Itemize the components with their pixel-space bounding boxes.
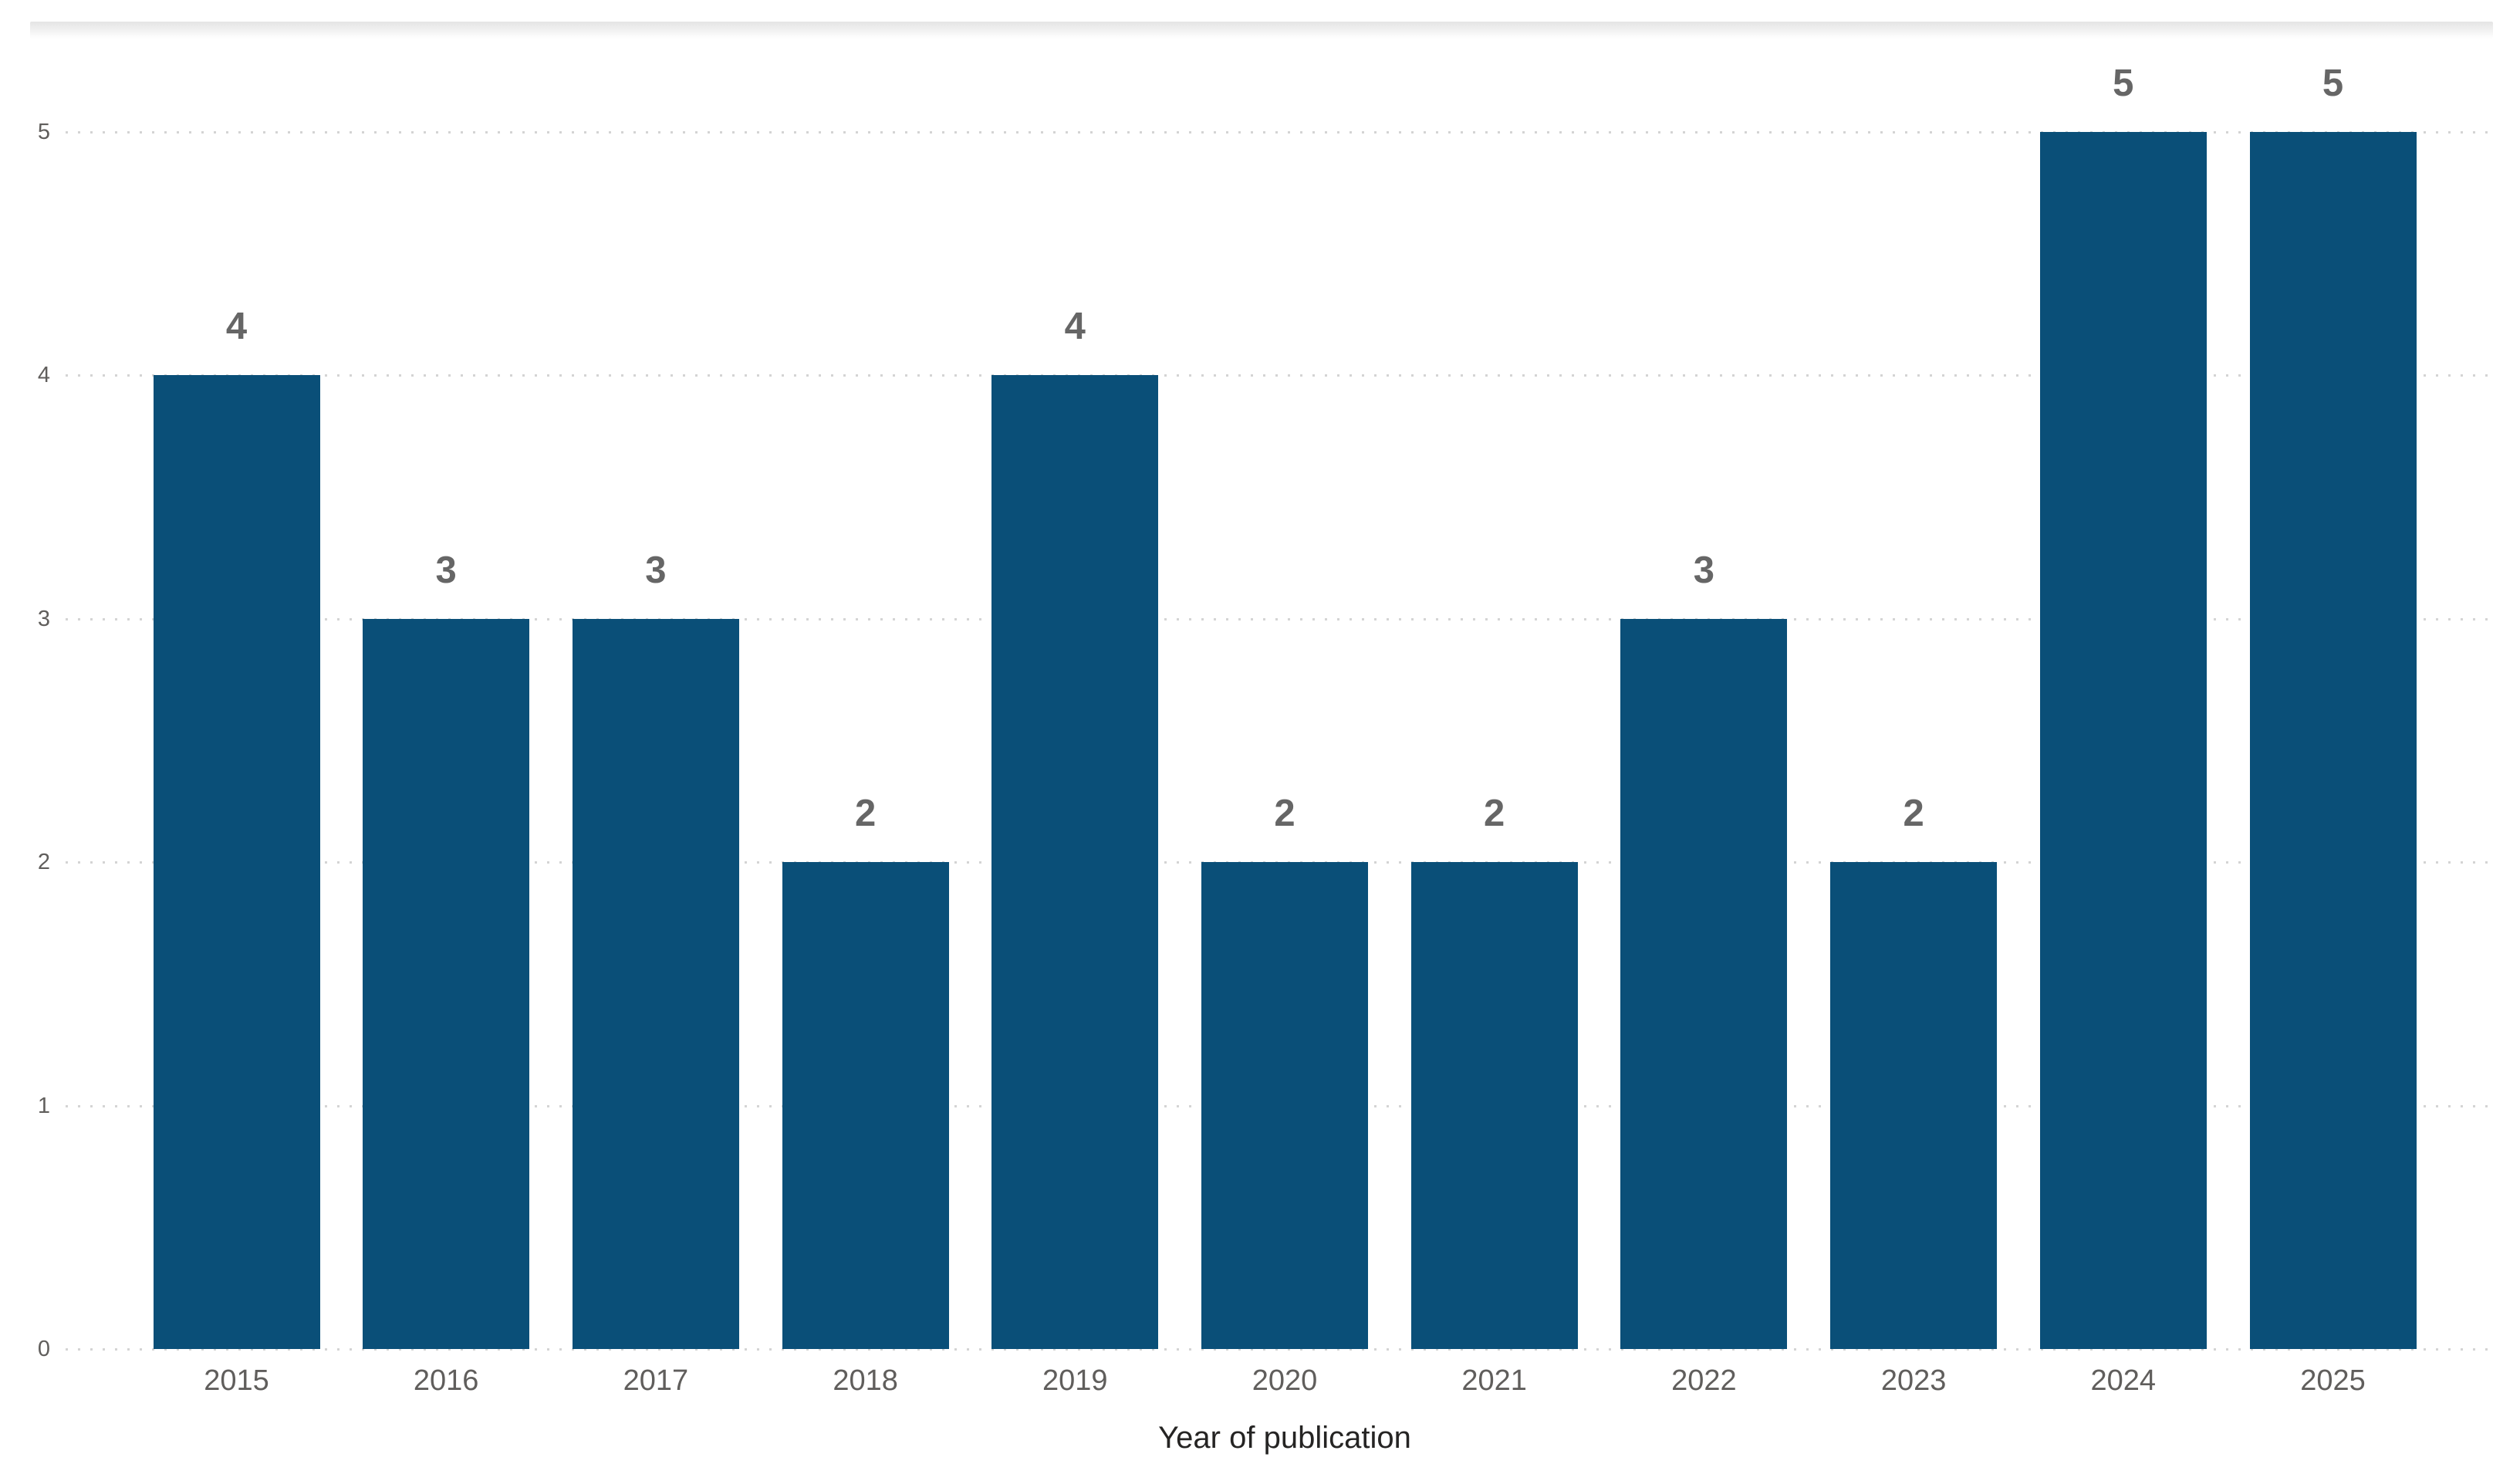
gridline-y-0: [66, 1348, 2492, 1351]
y-tick-label-2: 2: [37, 850, 50, 874]
y-tick-label-3: 3: [37, 606, 50, 631]
bar-value-label-2021: 2: [1484, 793, 1505, 834]
bar-value-label-2019: 4: [1064, 306, 1086, 347]
bar-value-label-2025: 5: [2322, 62, 2344, 104]
y-tick-label-0: 0: [37, 1337, 50, 1361]
x-tick-label-2021: 2021: [1461, 1364, 1527, 1397]
bar-2023[interactable]: [1830, 862, 1998, 1349]
x-tick-label-2016: 2016: [413, 1364, 479, 1397]
bar-value-label-2015: 4: [225, 306, 248, 347]
gridline-y-3: [66, 617, 2492, 620]
bar-2018[interactable]: [782, 862, 949, 1349]
bar-value-label-2017: 3: [645, 549, 667, 591]
x-axis-title: Year of publication: [1158, 1421, 1411, 1455]
bar-value-label-2023: 2: [1903, 793, 1924, 834]
bar-2015[interactable]: [153, 375, 320, 1349]
x-tick-label-2019: 2019: [1042, 1364, 1108, 1397]
x-tick-label-2024: 2024: [2090, 1364, 2157, 1397]
bar-value-label-2016: 3: [435, 549, 457, 591]
x-tick-label-2018: 2018: [833, 1364, 898, 1397]
bar-2016[interactable]: [363, 618, 530, 1349]
bar-2020[interactable]: [1201, 862, 1368, 1349]
x-tick-label-2025: 2025: [2300, 1364, 2366, 1397]
bar-value-label-2022: 3: [1693, 549, 1715, 591]
x-tick-label-2023: 2023: [1880, 1364, 1947, 1397]
x-tick-label-2020: 2020: [1252, 1364, 1318, 1397]
bar-2017[interactable]: [572, 618, 739, 1349]
bar-2019[interactable]: [991, 375, 1159, 1349]
x-tick-label-2022: 2022: [1671, 1364, 1737, 1397]
x-tick-label-2017: 2017: [623, 1364, 689, 1397]
gridline-y-4: [66, 374, 2492, 377]
bar-value-label-2024: 5: [2113, 62, 2134, 104]
bar-2022[interactable]: [1620, 618, 1788, 1349]
y-tick-label-4: 4: [37, 363, 50, 387]
y-tick-label-5: 5: [37, 119, 50, 144]
bar-value-label-2018: 2: [854, 793, 877, 834]
bar-2021[interactable]: [1410, 862, 1578, 1349]
gridline-y-5: [66, 130, 2492, 134]
bar-2024[interactable]: [2039, 131, 2207, 1349]
top-divider: [30, 22, 2493, 39]
bar-value-label-2020: 2: [1274, 793, 1295, 834]
bar-2025[interactable]: [2249, 131, 2417, 1349]
y-tick-label-1: 1: [37, 1093, 50, 1118]
x-tick-label-2015: 2015: [204, 1364, 269, 1397]
